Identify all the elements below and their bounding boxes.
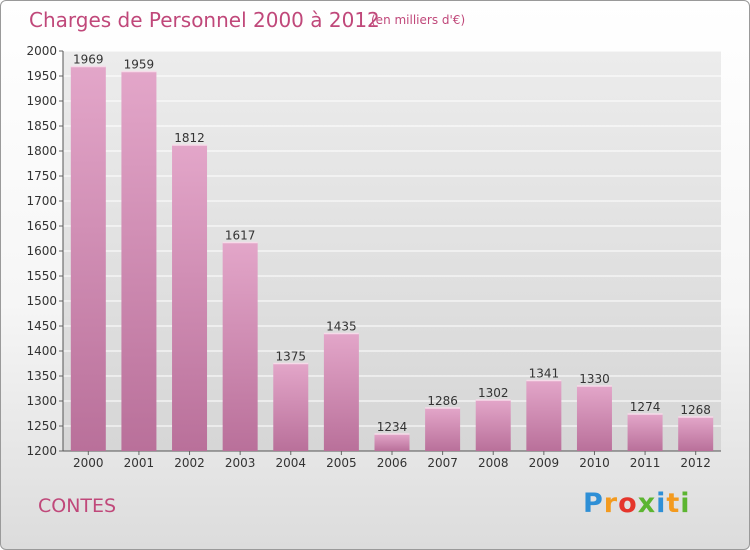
y-tick-label: 2000 — [26, 44, 57, 58]
bar — [526, 380, 562, 451]
x-tick-label: 2000 — [73, 456, 104, 470]
y-tick-label: 1250 — [26, 419, 57, 433]
chart-title: Charges de Personnel 2000 à 2012 — [29, 8, 380, 32]
data-label: 1268 — [680, 403, 711, 417]
y-tick-label: 1500 — [26, 294, 57, 308]
x-tick-label: 2006 — [377, 456, 408, 470]
bar — [678, 417, 714, 451]
y-tick-label: 1450 — [26, 319, 57, 333]
bar — [323, 333, 359, 451]
y-tick-label: 1600 — [26, 244, 57, 258]
proxiti-logo: Proxiti — [583, 488, 691, 519]
x-tick-label: 2012 — [680, 456, 711, 470]
x-tick-label: 2008 — [478, 456, 509, 470]
y-tick-label: 1650 — [26, 219, 57, 233]
x-tick-label: 2010 — [579, 456, 610, 470]
y-tick-label: 1300 — [26, 394, 57, 408]
data-label: 1234 — [377, 420, 408, 434]
data-label: 1274 — [630, 400, 661, 414]
data-label: 1330 — [579, 372, 610, 386]
y-tick-label: 1400 — [26, 344, 57, 358]
bar — [425, 408, 461, 451]
data-label: 1812 — [174, 131, 205, 145]
y-tick-label: 1900 — [26, 94, 57, 108]
y-tick-label: 1800 — [26, 144, 57, 158]
y-tick-label: 1950 — [26, 69, 57, 83]
bar — [222, 242, 258, 451]
data-label: 1617 — [225, 229, 256, 243]
x-tick-label: 2003 — [225, 456, 256, 470]
chart-subtitle: (en milliers d'€) — [371, 13, 466, 27]
bar — [121, 71, 157, 451]
data-label: 1341 — [529, 367, 560, 381]
x-tick-label: 2007 — [427, 456, 458, 470]
y-tick-label: 1200 — [26, 444, 57, 458]
data-label: 1959 — [124, 58, 155, 72]
bar — [576, 386, 612, 451]
x-tick-label: 2009 — [529, 456, 560, 470]
y-tick-label: 1700 — [26, 194, 57, 208]
bar — [273, 363, 309, 451]
x-tick-label: 2001 — [124, 456, 155, 470]
y-tick-label: 1550 — [26, 269, 57, 283]
data-label: 1969 — [73, 53, 104, 67]
y-tick-label: 1850 — [26, 119, 57, 133]
x-tick-label: 2002 — [174, 456, 205, 470]
bar — [627, 414, 663, 451]
x-tick-label: 2011 — [630, 456, 661, 470]
data-label: 1286 — [427, 394, 458, 408]
data-label: 1435 — [326, 320, 357, 334]
y-tick-label: 1750 — [26, 169, 57, 183]
bar — [374, 434, 410, 451]
y-tick-label: 1350 — [26, 369, 57, 383]
data-label: 1302 — [478, 386, 509, 400]
x-tick-label: 2004 — [275, 456, 306, 470]
x-tick-label: 2005 — [326, 456, 357, 470]
bar — [475, 400, 511, 451]
bar — [70, 66, 106, 451]
commune-name: CONTES — [38, 495, 117, 517]
bar — [172, 145, 208, 451]
data-label: 1375 — [275, 350, 306, 364]
